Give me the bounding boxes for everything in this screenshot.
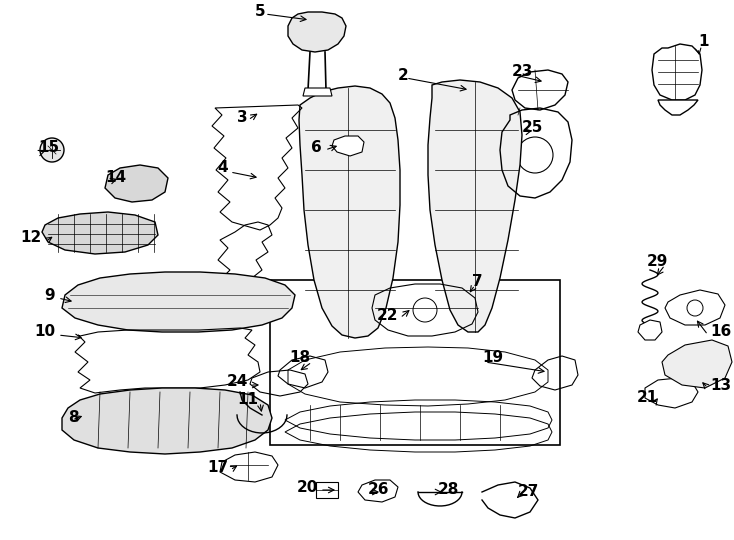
Text: 22: 22	[377, 307, 398, 322]
Bar	[270, 280, 560, 445]
Text: 29: 29	[647, 254, 668, 269]
Polygon shape	[638, 320, 662, 340]
Polygon shape	[652, 44, 702, 100]
Text: 26: 26	[368, 483, 390, 497]
Text: 23: 23	[512, 64, 534, 79]
Polygon shape	[62, 272, 295, 332]
Text: 18: 18	[289, 350, 310, 366]
Text: 8: 8	[68, 410, 79, 426]
Text: 10: 10	[34, 325, 55, 340]
Text: 13: 13	[710, 377, 731, 393]
Polygon shape	[662, 340, 732, 388]
Text: 24: 24	[227, 375, 248, 389]
Polygon shape	[658, 100, 698, 115]
Polygon shape	[299, 86, 400, 338]
Polygon shape	[428, 80, 522, 332]
Text: 21: 21	[637, 390, 658, 406]
Polygon shape	[303, 88, 332, 96]
Text: 5: 5	[255, 4, 265, 19]
Circle shape	[130, 177, 146, 193]
Bar	[316, 482, 338, 498]
Circle shape	[40, 138, 64, 162]
Text: 11: 11	[237, 393, 258, 408]
Text: 15: 15	[38, 140, 59, 156]
Text: 4: 4	[217, 160, 228, 176]
Polygon shape	[105, 165, 168, 202]
Polygon shape	[42, 212, 158, 254]
Text: 2: 2	[398, 68, 409, 83]
Text: 16: 16	[710, 325, 731, 340]
Text: 14: 14	[105, 171, 126, 186]
Text: 7: 7	[472, 274, 483, 289]
Text: 9: 9	[44, 287, 55, 302]
Text: 12: 12	[21, 231, 42, 246]
Text: 28: 28	[438, 483, 459, 497]
Text: 3: 3	[237, 111, 248, 125]
Text: 1: 1	[698, 35, 708, 50]
Text: 6: 6	[311, 140, 322, 156]
Polygon shape	[332, 136, 364, 156]
Text: 17: 17	[207, 461, 228, 476]
Polygon shape	[288, 12, 346, 52]
Text: 25: 25	[522, 120, 543, 136]
Text: 19: 19	[482, 350, 503, 366]
Text: 20: 20	[297, 481, 318, 496]
Polygon shape	[62, 388, 272, 454]
Text: 27: 27	[518, 484, 539, 500]
